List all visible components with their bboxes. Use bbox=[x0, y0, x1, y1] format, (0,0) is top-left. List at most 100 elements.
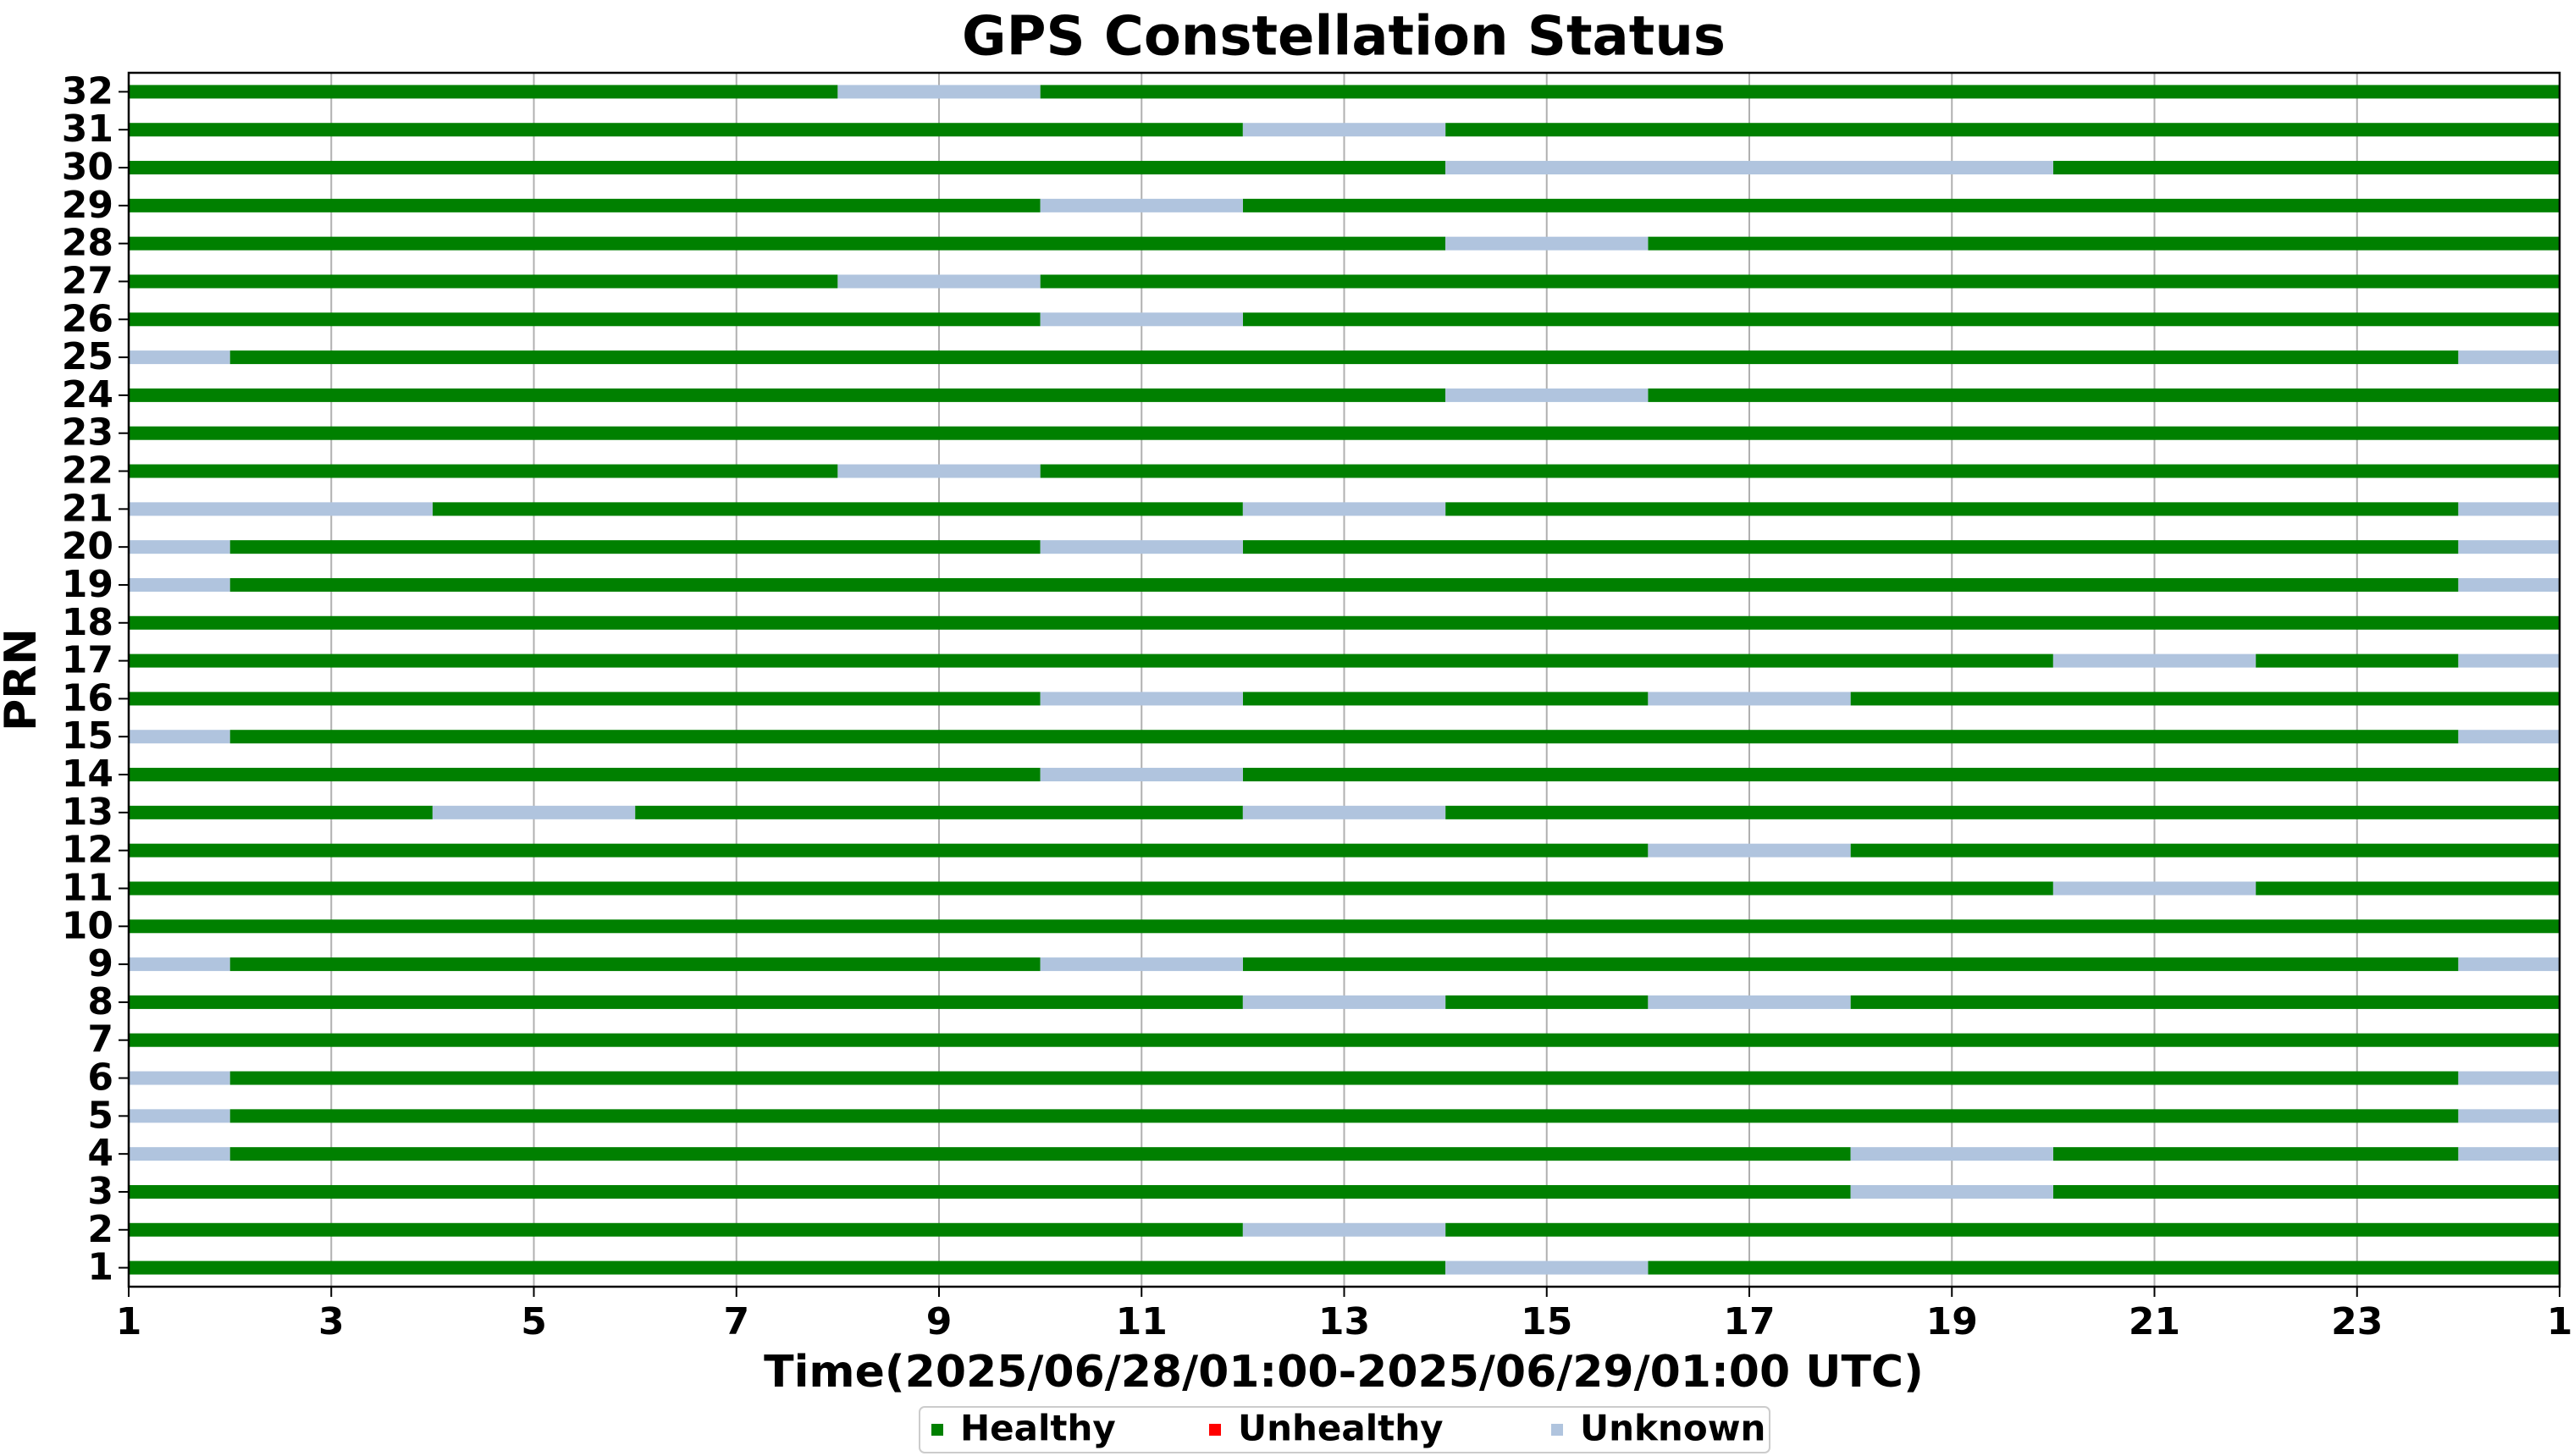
x-tick-label: 19 bbox=[1926, 1300, 1978, 1343]
status-segment bbox=[229, 540, 1041, 554]
y-tick-label: 20 bbox=[62, 525, 113, 568]
status-segment bbox=[229, 730, 2459, 744]
status-segment bbox=[1040, 85, 2560, 99]
status-segment bbox=[2458, 350, 2560, 365]
status-segment bbox=[1242, 1222, 1446, 1237]
x-tick-label: 13 bbox=[1318, 1300, 1370, 1343]
status-segment bbox=[1242, 312, 2560, 327]
status-segment bbox=[129, 1184, 1851, 1199]
status-segment bbox=[2458, 1071, 2560, 1085]
status-segment bbox=[1040, 274, 2560, 289]
status-segment bbox=[129, 995, 1243, 1009]
y-tick-label: 7 bbox=[87, 1018, 113, 1062]
x-tick-label: 3 bbox=[318, 1300, 345, 1343]
status-segment bbox=[1648, 692, 1851, 706]
status-segment bbox=[2458, 1109, 2560, 1123]
status-segment bbox=[129, 805, 433, 819]
status-segment bbox=[129, 85, 838, 99]
status-segment bbox=[837, 464, 1041, 478]
status-segment bbox=[432, 502, 1243, 516]
status-segment bbox=[1445, 123, 2560, 137]
chart-title: GPS Constellation Status bbox=[962, 6, 1726, 69]
status-segment bbox=[2458, 577, 2560, 592]
status-segment bbox=[2458, 1147, 2560, 1161]
status-segment bbox=[1445, 1222, 2560, 1237]
status-segment bbox=[2458, 730, 2560, 744]
status-segment bbox=[1445, 805, 2560, 819]
status-segment bbox=[129, 426, 2560, 440]
status-segment bbox=[1850, 843, 2560, 858]
status-segment bbox=[2256, 654, 2459, 668]
y-tick-label: 8 bbox=[87, 980, 113, 1023]
x-tick-label: 1 bbox=[116, 1300, 142, 1343]
status-segment bbox=[635, 805, 1243, 819]
status-segment bbox=[129, 692, 1041, 706]
legend-marker bbox=[1209, 1424, 1221, 1436]
y-tick-label: 14 bbox=[62, 753, 113, 796]
legend: Healthy Unhealthy Unknown bbox=[919, 1406, 1770, 1453]
y-tick-label: 29 bbox=[62, 184, 113, 227]
status-segment bbox=[1445, 995, 1649, 1009]
y-tick-label: 18 bbox=[62, 601, 113, 644]
status-segment bbox=[2458, 540, 2560, 554]
y-axis-label: PRN bbox=[0, 628, 47, 731]
status-segment bbox=[129, 161, 1446, 175]
status-segment bbox=[129, 312, 1041, 327]
status-segment bbox=[1040, 198, 1243, 212]
y-tick-label: 22 bbox=[62, 449, 113, 493]
status-segment bbox=[129, 464, 838, 478]
status-segment bbox=[1850, 1147, 2053, 1161]
legend-marker bbox=[931, 1424, 943, 1436]
status-segment bbox=[129, 843, 1649, 858]
x-tick-label: 17 bbox=[1723, 1300, 1775, 1343]
status-segment bbox=[432, 805, 636, 819]
y-tick-label: 31 bbox=[62, 108, 113, 151]
status-segment bbox=[229, 957, 1041, 972]
y-tick-label: 24 bbox=[62, 373, 113, 416]
status-segment bbox=[1242, 198, 2560, 212]
status-segment bbox=[1850, 692, 2560, 706]
status-segment bbox=[129, 919, 2560, 934]
y-tick-label: 3 bbox=[87, 1170, 113, 1213]
legend-label: Healthy bbox=[960, 1408, 1116, 1449]
status-segment bbox=[1445, 388, 1649, 402]
status-segment bbox=[1445, 1260, 1649, 1275]
status-segment bbox=[129, 881, 2053, 896]
y-tick-label: 10 bbox=[62, 904, 113, 947]
y-tick-label: 15 bbox=[62, 714, 113, 758]
x-tick-label: 7 bbox=[723, 1300, 749, 1343]
status-segment bbox=[1242, 768, 2560, 782]
y-tick-label: 21 bbox=[62, 487, 113, 530]
status-segment bbox=[2052, 881, 2256, 896]
status-segment bbox=[229, 350, 2459, 365]
status-segment bbox=[129, 540, 230, 554]
status-segment bbox=[129, 1109, 230, 1123]
y-tick-label: 4 bbox=[87, 1132, 113, 1175]
status-segment bbox=[1242, 957, 2459, 972]
y-tick-label: 32 bbox=[62, 69, 113, 113]
legend-box bbox=[919, 1406, 1770, 1453]
status-segment bbox=[1648, 995, 1851, 1009]
status-segment bbox=[129, 1222, 1243, 1237]
status-segment bbox=[1040, 957, 1243, 972]
status-segment bbox=[2052, 1147, 2459, 1161]
status-segment bbox=[1850, 1184, 2053, 1199]
status-segment bbox=[129, 1033, 2560, 1047]
status-segment bbox=[129, 1071, 230, 1085]
status-segment bbox=[229, 1071, 2459, 1085]
x-tick-label: 11 bbox=[1116, 1300, 1168, 1343]
y-tick-label: 5 bbox=[87, 1094, 113, 1137]
status-segment bbox=[2458, 502, 2560, 516]
status-segment bbox=[2052, 161, 2560, 175]
y-tick-label: 11 bbox=[62, 866, 113, 909]
status-segment bbox=[2052, 654, 2256, 668]
status-segment bbox=[129, 957, 230, 972]
y-tick-label: 2 bbox=[87, 1208, 113, 1251]
status-segment bbox=[1040, 464, 2560, 478]
status-segment bbox=[1242, 995, 1446, 1009]
legend-label: Unknown bbox=[1580, 1408, 1765, 1449]
x-tick-label: 23 bbox=[2331, 1300, 2383, 1343]
status-segment bbox=[1242, 123, 1446, 137]
status-segment bbox=[129, 198, 1041, 212]
